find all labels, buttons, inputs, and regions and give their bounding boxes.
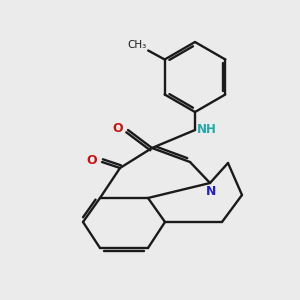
Text: CH₃: CH₃ (128, 40, 147, 50)
Text: N: N (206, 185, 217, 198)
Text: NH: NH (196, 123, 216, 136)
Text: O: O (86, 154, 97, 167)
Text: O: O (113, 122, 124, 135)
